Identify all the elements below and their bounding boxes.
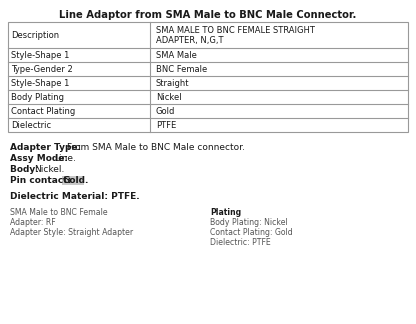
Text: Body Plating: Nickel: Body Plating: Nickel — [210, 218, 288, 227]
Text: Type-Gender 2: Type-Gender 2 — [11, 64, 73, 74]
Text: Gold: Gold — [156, 107, 176, 115]
Text: Gold.: Gold. — [63, 176, 89, 185]
Text: Nickel: Nickel — [156, 92, 182, 101]
Text: Line.: Line. — [54, 154, 77, 163]
Bar — [8, 22, 408, 132]
Text: Assy Mode:: Assy Mode: — [10, 154, 71, 163]
Text: Dielectric: PTFE: Dielectric: PTFE — [210, 238, 271, 247]
Text: SMA Male: SMA Male — [156, 51, 197, 60]
Text: Body Plating: Body Plating — [11, 92, 64, 101]
Text: PTFE: PTFE — [156, 121, 176, 130]
Text: Description: Description — [11, 30, 59, 40]
Bar — [62, 176, 84, 185]
Text: Adapter: RF: Adapter: RF — [10, 218, 56, 227]
Text: Line Adaptor from SMA Male to BNC Male Connector.: Line Adaptor from SMA Male to BNC Male C… — [59, 10, 357, 20]
Text: Style-Shape 1: Style-Shape 1 — [11, 51, 69, 60]
Text: Adapter Type:: Adapter Type: — [10, 143, 84, 152]
Text: Dielectric Material: PTFE.: Dielectric Material: PTFE. — [10, 192, 140, 201]
Text: Contact Plating: Contact Plating — [11, 107, 75, 115]
Text: ADAPTER, N,G,T: ADAPTER, N,G,T — [156, 36, 223, 45]
Text: Dielectric: Dielectric — [11, 121, 51, 130]
Text: Body:: Body: — [10, 165, 42, 174]
Text: Contact Plating: Gold: Contact Plating: Gold — [210, 228, 293, 237]
Text: Pin contact:: Pin contact: — [10, 176, 74, 185]
Text: Style-Shape 1: Style-Shape 1 — [11, 78, 69, 87]
Text: SMA Male to BNC Female: SMA Male to BNC Female — [10, 208, 108, 217]
Text: SMA MALE TO BNC FEMALE STRAIGHT: SMA MALE TO BNC FEMALE STRAIGHT — [156, 26, 315, 35]
Text: Straight: Straight — [156, 78, 190, 87]
Text: BNC Female: BNC Female — [156, 64, 207, 74]
Text: Plating: Plating — [210, 208, 241, 217]
Text: Nickel.: Nickel. — [34, 165, 64, 174]
Text: From SMA Male to BNC Male connector.: From SMA Male to BNC Male connector. — [67, 143, 245, 152]
Text: Adapter Style: Straight Adapter: Adapter Style: Straight Adapter — [10, 228, 133, 237]
